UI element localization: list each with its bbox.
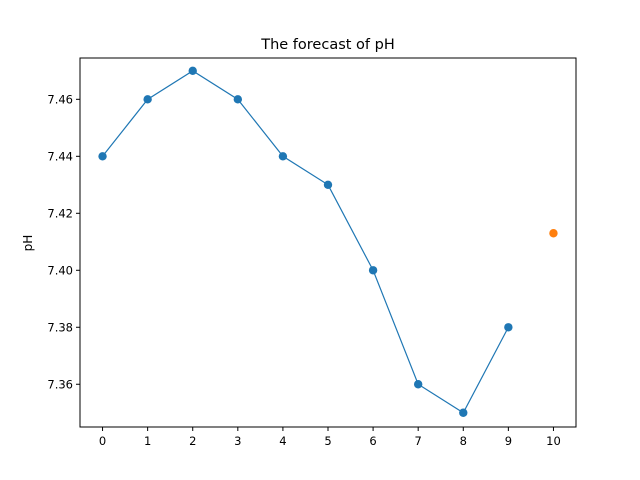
y-tick-label: 7.38 xyxy=(47,320,73,334)
x-tick-label: 0 xyxy=(99,434,106,448)
data-point xyxy=(368,266,378,275)
series-line xyxy=(102,70,509,414)
x-tick-label: 8 xyxy=(460,434,467,448)
x-tick-label: 2 xyxy=(189,434,196,448)
data-point xyxy=(459,408,468,417)
x-tick-label: 9 xyxy=(505,434,512,448)
x-tick-label: 4 xyxy=(279,434,286,448)
y-tick-label: 7.36 xyxy=(47,377,73,391)
x-tick-label: 3 xyxy=(234,434,241,448)
forecast-point xyxy=(549,229,558,238)
chart-title: The forecast of pH xyxy=(260,37,395,53)
x-tick-label: 6 xyxy=(369,434,376,448)
y-tick-label: 7.42 xyxy=(47,206,73,220)
x-tick-label: 10 xyxy=(546,434,561,448)
data-point xyxy=(98,152,107,161)
y-tick-label: 7.40 xyxy=(47,263,73,277)
data-point xyxy=(504,323,513,332)
y-axis-label: pH xyxy=(21,235,35,252)
plot-frame xyxy=(79,57,577,428)
data-point xyxy=(413,380,423,389)
data-point xyxy=(188,66,197,76)
data-point xyxy=(143,95,152,104)
data-point xyxy=(233,95,243,104)
data-point xyxy=(278,152,288,161)
x-tick-label: 1 xyxy=(144,434,151,448)
y-tick-label: 7.46 xyxy=(47,92,73,106)
data-point xyxy=(323,180,333,189)
x-tick-label: 7 xyxy=(415,434,422,448)
x-tick-label: 5 xyxy=(324,434,331,448)
plot-area: 0 1 2 3 4 5 6 7 8 9 10 7.36 7.38 7.40 7.42 7.44 7.46 xyxy=(47,66,561,448)
y-tick-label: 7.44 xyxy=(47,149,73,163)
